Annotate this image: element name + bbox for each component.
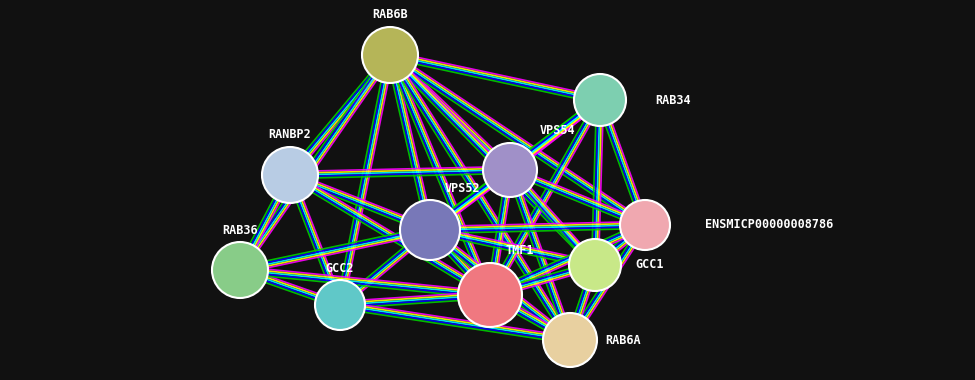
Circle shape [543,313,597,367]
Circle shape [262,147,318,203]
Text: RAB34: RAB34 [655,93,690,106]
Circle shape [458,263,522,327]
Circle shape [212,242,268,298]
Text: VPS52: VPS52 [445,182,481,195]
Circle shape [574,74,626,126]
Circle shape [620,200,670,250]
Circle shape [483,143,537,197]
Circle shape [362,27,418,83]
Text: GCC2: GCC2 [326,261,354,274]
Text: RANBP2: RANBP2 [269,128,311,141]
Text: VPS54: VPS54 [540,125,575,138]
Text: RAB36: RAB36 [222,223,257,236]
Circle shape [315,280,365,330]
Text: TMF1: TMF1 [505,244,533,258]
Circle shape [569,239,621,291]
Text: RAB6A: RAB6A [605,334,641,347]
Text: GCC1: GCC1 [635,258,664,271]
Circle shape [400,200,460,260]
Text: ENSMICP00000008786: ENSMICP00000008786 [705,218,834,231]
Text: RAB6B: RAB6B [372,8,408,22]
